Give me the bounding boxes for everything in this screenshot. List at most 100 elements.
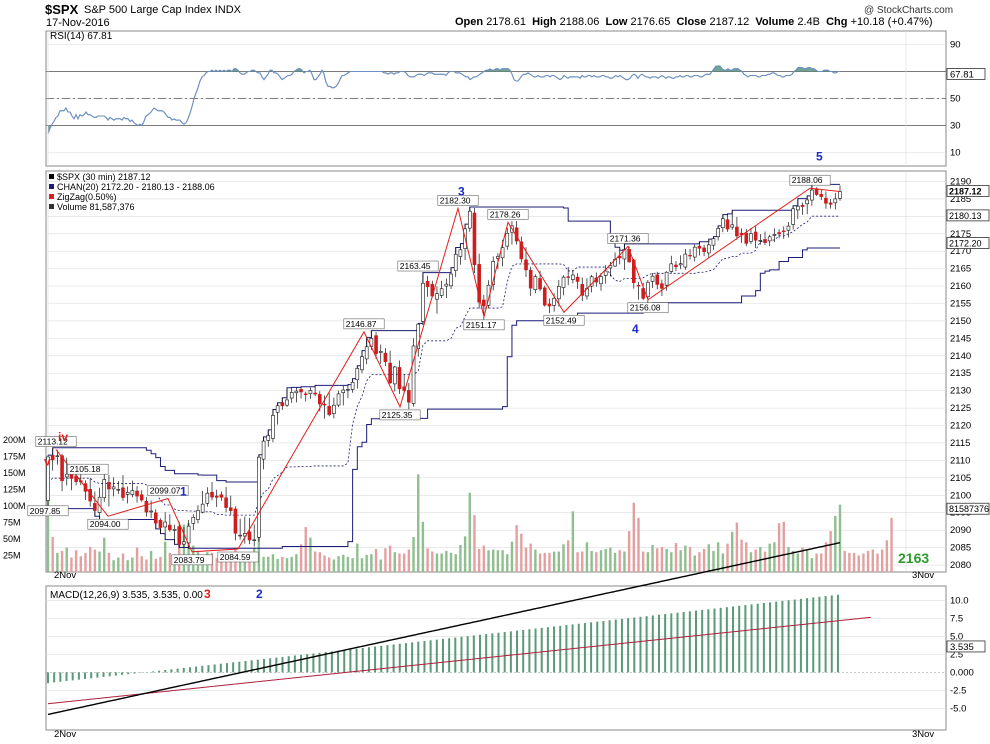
volume-tick-label: 75M [3,518,21,528]
price-label-box [67,463,109,475]
volume-tick-label: 25M [3,551,21,561]
candle-body [730,224,735,228]
price-label-box [397,260,439,272]
macd-hist-bar [750,604,753,673]
volume-bar [857,555,860,572]
watermark[interactable]: @ StockCharts.com [864,5,954,16]
volume-bar [721,553,725,572]
candle-body [69,473,74,479]
volume-bar [660,546,664,572]
price-tick-label: 2125 [950,403,971,414]
volume-bar [492,549,495,572]
candle-body [767,236,772,242]
volume-bar [562,544,565,572]
volume-bar [876,553,879,572]
price-label-box [35,436,77,447]
volume-bar [103,537,106,572]
macd-hist-bar [158,670,161,673]
candle-body [838,191,842,199]
macd-hist-bar [225,663,228,673]
price-tick-label: 2100 [950,490,971,501]
volume-bar [285,558,289,572]
volume-bar [84,552,87,572]
macd-hist-bar [756,603,759,673]
rsi-last-box [946,68,986,80]
volume-bar [824,542,828,572]
candle-body [571,274,575,280]
volume-bar [299,544,303,572]
volume-bar [815,553,818,572]
chart-date: 17-Nov-2016 [46,17,110,29]
macd-hist-bar [71,672,74,681]
volume-bar [257,521,261,572]
wave-label: iv [58,430,68,444]
candle-body [322,403,327,406]
volume-bar [313,551,317,572]
volume-bar [585,542,589,572]
volume-bar [627,531,631,572]
price-tick-label: 2085 [950,543,971,554]
candle-body [172,528,177,531]
price-label-box [607,233,649,244]
candle-body [107,482,111,490]
volume-bar [402,553,406,572]
macd-hist-bar [701,609,704,673]
price-label-box [27,505,69,517]
volume-bar [670,552,673,572]
candle-body [275,405,280,413]
volume-bar [501,550,504,572]
volume-bar [46,486,50,572]
macd-hist-bar [787,600,790,673]
macd-tick-label: -5.0 [950,703,966,714]
candle-body [805,199,809,205]
volume-bar [782,521,785,572]
macd-hist-bar [485,634,488,673]
volume-bar [304,527,307,572]
candle-body [182,541,186,545]
macd-hist-bar [775,601,778,673]
volume-bar [51,537,54,572]
right-value-box [946,502,990,515]
macd-hist-bar [102,672,105,677]
macd-hist-bar [330,651,333,673]
volume-bar [866,550,870,572]
price-label-box [437,195,479,206]
chg-value: +10.18 (+0.47%) [850,16,933,28]
candle-body [46,456,50,501]
candle-body [660,283,664,289]
candle-body [706,244,711,254]
volume-bar [763,551,767,572]
volume-bar [538,553,542,572]
macd-hist-bar [361,647,364,673]
macd-hist-bar [725,607,728,673]
price-tick-label: 2090 [950,525,971,536]
volume-tick-label: 150M [3,468,26,478]
candle-body [50,454,55,461]
candle-body [346,389,350,391]
volume-bar [360,558,364,572]
candle-body [505,233,510,247]
price-panel [45,170,947,573]
macd-hist-bar [244,661,247,673]
volume-bar [829,531,832,572]
macd-hist-bar [762,602,765,673]
macd-hist-bar [108,672,111,677]
candle-body [289,392,294,399]
macd-hist-bar [460,636,463,673]
macd-hist-bar [59,672,62,682]
volume-bar [623,551,626,572]
candle-body [364,346,369,360]
channel-middle [47,215,840,516]
close-label: Close [676,16,707,28]
volume-bar [182,524,186,572]
price-label-box [87,518,129,530]
volume-bar [309,537,312,572]
price-label: 2171.36 [610,233,641,243]
price-label-box [789,174,831,186]
candle-body [631,259,636,283]
macd-hist-bar [707,609,710,673]
price-label: 2151.17 [466,320,497,330]
candle-body [753,231,758,241]
macd-hist-bar [559,625,562,673]
